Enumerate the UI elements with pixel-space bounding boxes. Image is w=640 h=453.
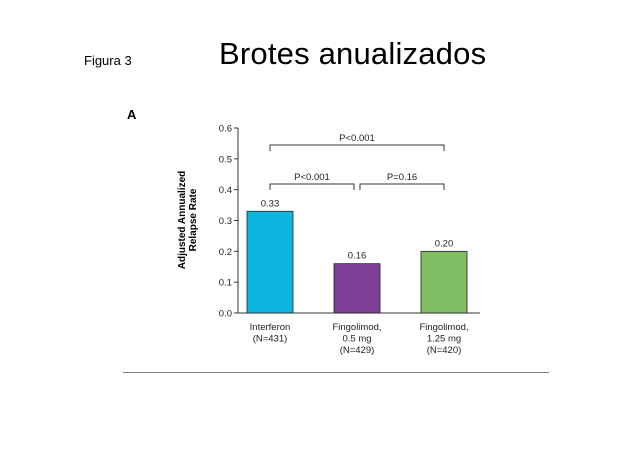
bar-value-label: 0.33: [261, 198, 280, 209]
x-category-label: (N=431): [253, 334, 288, 345]
x-category-label: (N=420): [427, 345, 462, 356]
bar-value-label: 0.20: [435, 238, 454, 249]
y-axis-label: Adjusted Annualized Relapse Rate: [177, 171, 199, 270]
x-category-label: Interferon: [250, 322, 291, 333]
bar: [420, 250, 468, 314]
y-tick-label: 0.3: [219, 216, 232, 227]
x-axis-labels: Interferon(N=431)Fingolimod,0.5 mg(N=429…: [250, 322, 469, 356]
bar: [246, 210, 294, 314]
p-value-label: P<0.001: [294, 172, 330, 183]
p-value-label: P<0.001: [339, 133, 375, 144]
x-category-label: 1.25 mg: [427, 334, 461, 345]
x-category-label: Fingolimod,: [332, 322, 381, 333]
y-tick-label: 0.4: [219, 185, 232, 196]
comparison-bracket: [359, 183, 445, 190]
x-category-label: (N=429): [340, 345, 375, 356]
p-value-label: P=0.16: [387, 172, 417, 183]
bars: 0.33 0.16 0.20: [246, 198, 468, 314]
slide-title: Brotes anualizados: [219, 36, 487, 71]
comparison-bracket: [269, 144, 445, 151]
comparison-brackets: P<0.001 P<0.001 P=0.16: [269, 133, 445, 190]
y-tick-label: 0.0: [219, 309, 232, 320]
y-tick-label: 0.6: [219, 124, 232, 135]
divider-line: [123, 372, 549, 373]
bar: [333, 263, 381, 314]
x-category-label: Fingolimod,: [419, 322, 468, 333]
x-category-label: 0.5 mg: [342, 334, 371, 345]
y-tick-label: 0.1: [219, 278, 232, 289]
y-axis-label-line: Relapse Rate: [188, 188, 199, 251]
figure-label: Figura 3: [84, 53, 132, 68]
y-tick-label: 0.5: [219, 154, 232, 165]
panel-letter: A: [127, 107, 137, 122]
y-axis-label-line: Adjusted Annualized: [177, 171, 188, 270]
comparison-bracket: [269, 183, 355, 190]
bar-value-label: 0.16: [348, 251, 367, 262]
y-tick-label: 0.2: [219, 247, 232, 258]
